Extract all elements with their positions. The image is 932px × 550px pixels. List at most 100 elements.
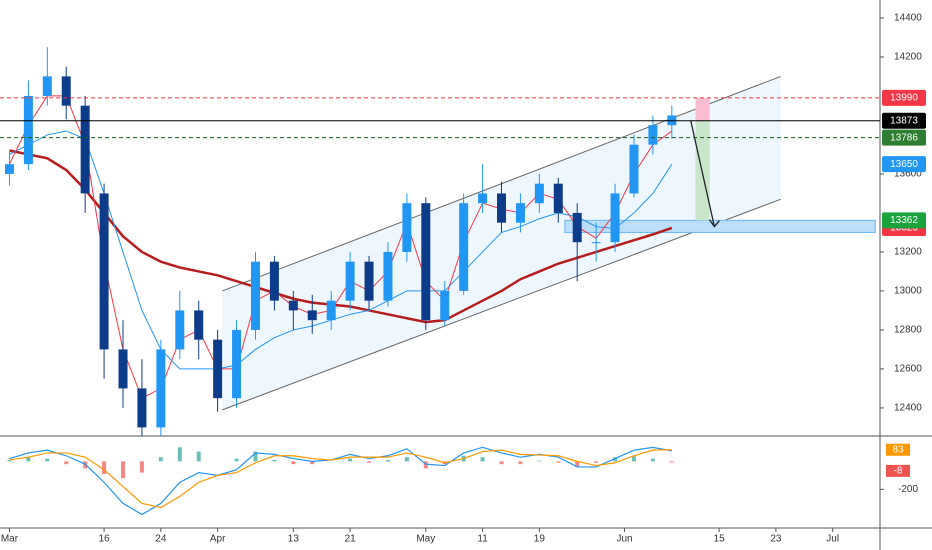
macd-label-bg [886,464,910,477]
macd-tick-label: -200 [898,484,918,495]
macd-histogram [102,461,107,474]
price-label-bg [882,112,926,129]
macd-histogram [556,461,561,463]
x-tick-label: Jul [826,534,839,545]
candle-body [383,251,393,301]
x-tick-label: 13 [288,534,300,545]
candle-body [4,164,14,174]
macd-histogram [158,457,163,462]
macd-histogram [310,461,315,465]
x-tick-label: 23 [770,534,782,545]
y-tick-label: 13600 [894,169,922,180]
macd-histogram [253,451,258,462]
y-tick-label: 12800 [894,325,922,336]
x-tick-label: 11 [477,534,488,545]
price-label-bg [882,156,926,173]
price-pane [4,47,876,436]
moving-average [9,130,673,370]
macd-label-bg [886,443,910,456]
x-tick-label: 24 [155,534,167,545]
candle-body [250,261,260,330]
macd-pane [7,446,674,516]
macd-histogram [7,459,12,462]
x-tick-label: Jun [616,534,632,545]
macd-signal [9,449,672,509]
y-tick-label: 13000 [894,286,922,297]
candle-body [534,183,544,204]
macd-histogram [404,457,409,462]
candle-body [591,242,601,244]
macd-histogram [121,461,126,479]
candle-body [497,193,507,223]
macd-label: 83 [892,444,904,455]
macd-histogram [348,458,353,462]
macd-histogram [613,457,618,462]
y-tick-label: 12400 [894,403,922,414]
candle-body [307,310,317,321]
macd-histogram [669,461,674,463]
arrow-head [708,219,720,228]
candle-body [118,349,128,389]
target-box [695,120,710,221]
candle-body [194,310,204,340]
candle-body [326,300,336,321]
candle-body [459,203,469,291]
candle-body [232,329,242,399]
candle-body [137,388,147,428]
candle-body [515,203,525,223]
macd-histogram [650,458,655,462]
x-tick-label: 16 [99,534,111,545]
price-label: 13786 [890,132,918,143]
y-tick-label: 14200 [894,52,922,63]
candle-body [572,212,582,243]
candle-body [23,95,33,165]
candle-body [648,125,658,145]
macd-histogram [234,458,239,462]
candle-body [42,76,52,96]
candle-body [610,193,620,243]
candle-body [553,183,563,213]
macd-histogram [631,455,636,462]
macd-histogram [139,461,144,473]
candle-body [478,193,488,204]
candle-body [629,144,639,194]
candle-body [175,310,185,350]
candle-body [364,261,374,301]
candle-body [402,203,412,252]
macd-histogram [177,447,182,462]
macd-histogram [367,461,372,463]
candle-body [421,203,431,321]
macd-histogram [45,458,50,462]
macd-histogram [196,451,201,462]
macd-histogram [594,461,599,463]
candle-body [61,76,71,106]
macd-histogram [575,461,580,467]
macd-histogram [423,461,428,469]
stop-box [695,97,710,121]
macd-histogram [480,457,485,462]
macd-histogram [26,457,31,462]
macd-macd [9,446,672,516]
x-tick-label: 21 [345,534,357,545]
x-tick-label: May [416,534,435,545]
candle-body [440,290,450,321]
macd-label: -8 [894,466,903,477]
price-label-bg [882,212,926,229]
arrow [690,120,716,227]
macd-histogram [272,459,277,462]
candle-body [213,339,223,399]
y-tick-label: 14400 [894,13,922,24]
price-label-bg [882,89,926,106]
price-label-bg [882,129,926,146]
x-tick-label: 19 [534,534,546,545]
candle-body [80,105,90,194]
price-label: 13650 [890,159,918,170]
channel-lower [222,198,781,411]
y-tick-label: 12600 [894,364,922,375]
support-zone [564,219,876,233]
x-tick-label: Mar [1,534,19,545]
macd-histogram [518,461,523,465]
y-tick-label: 13200 [894,247,922,258]
candle-body [269,261,279,301]
